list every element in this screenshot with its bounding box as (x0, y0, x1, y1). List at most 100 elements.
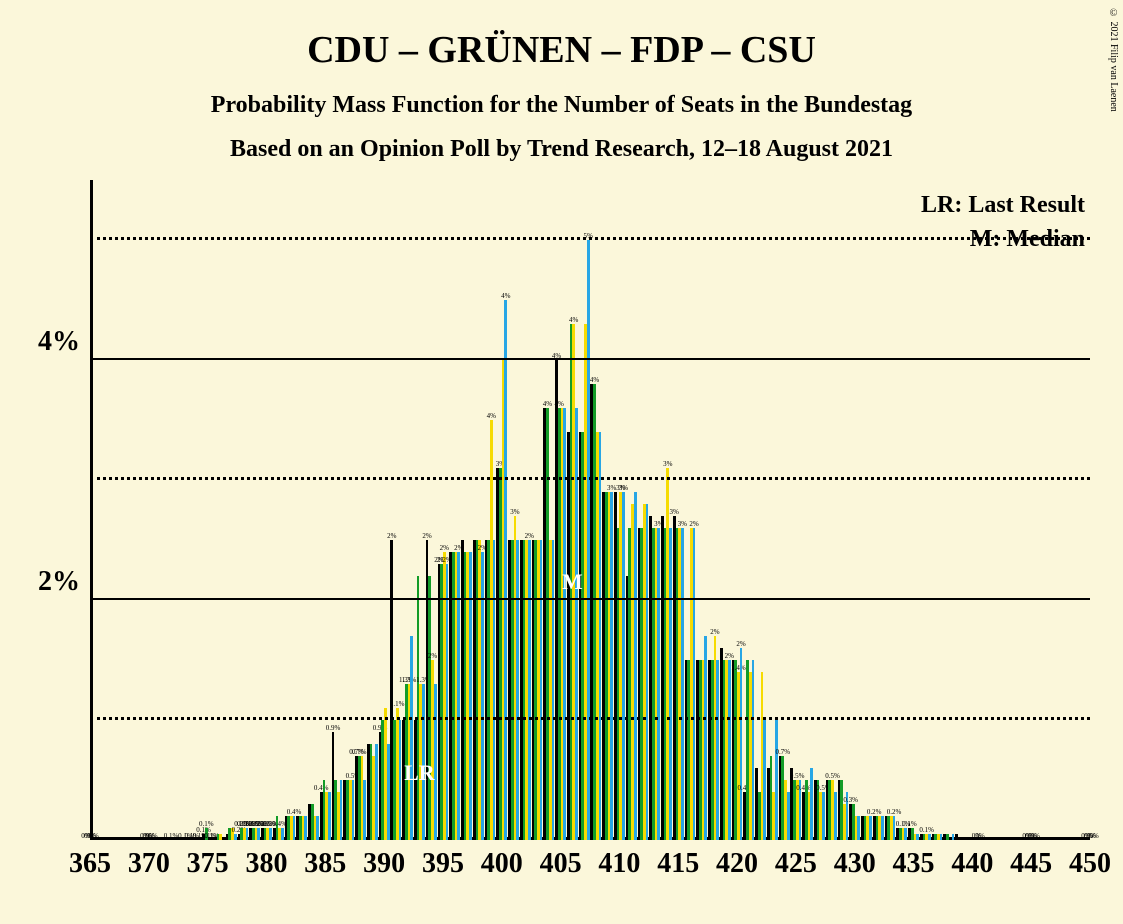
bar (552, 540, 555, 840)
bar (575, 408, 578, 840)
bar (434, 684, 437, 840)
x-tick-label: 440 (951, 848, 993, 880)
bar: 2% (528, 540, 531, 840)
bar-value-label: 0.1% (164, 832, 179, 840)
bar-value-label: 0.7% (775, 748, 790, 756)
bar: 0.5% (822, 792, 825, 840)
bar (493, 540, 496, 840)
bar-value-label: 0.4% (287, 808, 302, 816)
bar (775, 720, 778, 840)
bar-value-label: 3% (619, 484, 628, 492)
bar (219, 834, 222, 840)
x-tick-label: 385 (304, 848, 346, 880)
bar (363, 780, 366, 840)
bar-value-label: 4% (543, 400, 552, 408)
grid-minor (90, 237, 1090, 240)
bar (340, 780, 343, 840)
x-tick-label: 435 (893, 848, 935, 880)
bar: 3% (681, 528, 684, 840)
bar-value-label: 0% (1089, 832, 1098, 840)
bar: 0.2% (269, 828, 272, 840)
bar (387, 744, 390, 840)
x-tick-label: 445 (1010, 848, 1052, 880)
bar-value-label: 2% (736, 640, 745, 648)
bar-value-label: 0.4% (314, 784, 329, 792)
bar (955, 834, 958, 840)
bar: 0.4% (293, 816, 296, 840)
bar (304, 816, 307, 840)
x-tick-label: 425 (775, 848, 817, 880)
bar (634, 492, 637, 840)
bar-value-label: 2% (428, 652, 437, 660)
bar-value-label: 0.1% (919, 826, 934, 834)
bar (375, 744, 378, 840)
grid-major (90, 598, 1090, 600)
bar-value-label: 0.7% (352, 748, 367, 756)
bar-value-label: 0.9% (326, 724, 341, 732)
bar-value-label: 1.3% (402, 676, 417, 684)
bar: 2% (446, 564, 449, 840)
bar (940, 834, 943, 840)
x-tick-label: 370 (128, 848, 170, 880)
bar-value-label: 0.3% (843, 796, 858, 804)
bar (763, 720, 766, 840)
bar-value-label: 2% (422, 532, 431, 540)
bar: 4% (504, 300, 507, 840)
bar (599, 432, 602, 840)
bars-layer: 0%0%0%0%0%0%0%0%0.1%0.1%0.1%0.1%0.1%0.1%… (90, 180, 1090, 840)
grid-minor (90, 717, 1090, 720)
bar: 3% (622, 492, 625, 840)
bar-value-label: 3% (607, 484, 616, 492)
bar-value-label: 4% (501, 292, 510, 300)
bar (410, 636, 413, 840)
bar (752, 660, 755, 840)
x-tick-label: 365 (69, 848, 111, 880)
bar-value-label: 3% (669, 508, 678, 516)
x-tick-label: 415 (657, 848, 699, 880)
bar (857, 816, 860, 840)
bar: 1.3% (422, 684, 425, 840)
bar: 2% (457, 552, 460, 840)
bar-value-label: 4% (569, 316, 578, 324)
bar-value-label: 2% (440, 544, 449, 552)
x-tick-label: 375 (187, 848, 229, 880)
x-tick-label: 390 (363, 848, 405, 880)
bar (946, 834, 949, 840)
bar (952, 834, 955, 840)
bar: 0.2% (257, 828, 260, 840)
chart-subtitle-2: Based on an Opinion Poll by Trend Resear… (0, 136, 1123, 163)
bar-value-label: 2% (387, 532, 396, 540)
plot-area: 0%0%0%0%0%0%0%0%0.1%0.1%0.1%0.1%0.1%0.1%… (90, 180, 1090, 840)
grid-major (90, 358, 1090, 360)
bar (234, 834, 237, 840)
bar-value-label: 3% (510, 508, 519, 516)
x-tick-label: 410 (598, 848, 640, 880)
bar-value-label: 0% (148, 832, 157, 840)
y-tick-label: 4% (38, 326, 80, 358)
bar-value-label: 0.1% (199, 820, 214, 828)
bar-value-label: 4% (590, 376, 599, 384)
bar (669, 528, 672, 840)
bar-value-label: 3% (678, 520, 687, 528)
bar-value-label: 4% (555, 400, 564, 408)
bar-value-label: 0% (975, 832, 984, 840)
bar: 2% (740, 648, 743, 840)
bar (316, 816, 319, 840)
chart-title: CDU – GRÜNEN – FDP – CSU (0, 28, 1123, 72)
bar-value-label: 3% (663, 460, 672, 468)
bar: 2% (693, 528, 696, 840)
bar-value-label: 2% (525, 532, 534, 540)
bar-value-label: 4% (487, 412, 496, 420)
bar: 0.2% (246, 828, 249, 840)
x-tick-label: 420 (716, 848, 758, 880)
bar (787, 792, 790, 840)
bar-value-label: 0.5% (825, 772, 840, 780)
x-tick-label: 450 (1069, 848, 1111, 880)
bar (399, 720, 402, 840)
bar-value-label: 0.5% (790, 772, 805, 780)
x-tick-label: 430 (834, 848, 876, 880)
bar-value-label: 2% (725, 652, 734, 660)
bar (704, 636, 707, 840)
bar-value-label: 0% (89, 832, 98, 840)
bar (834, 792, 837, 840)
